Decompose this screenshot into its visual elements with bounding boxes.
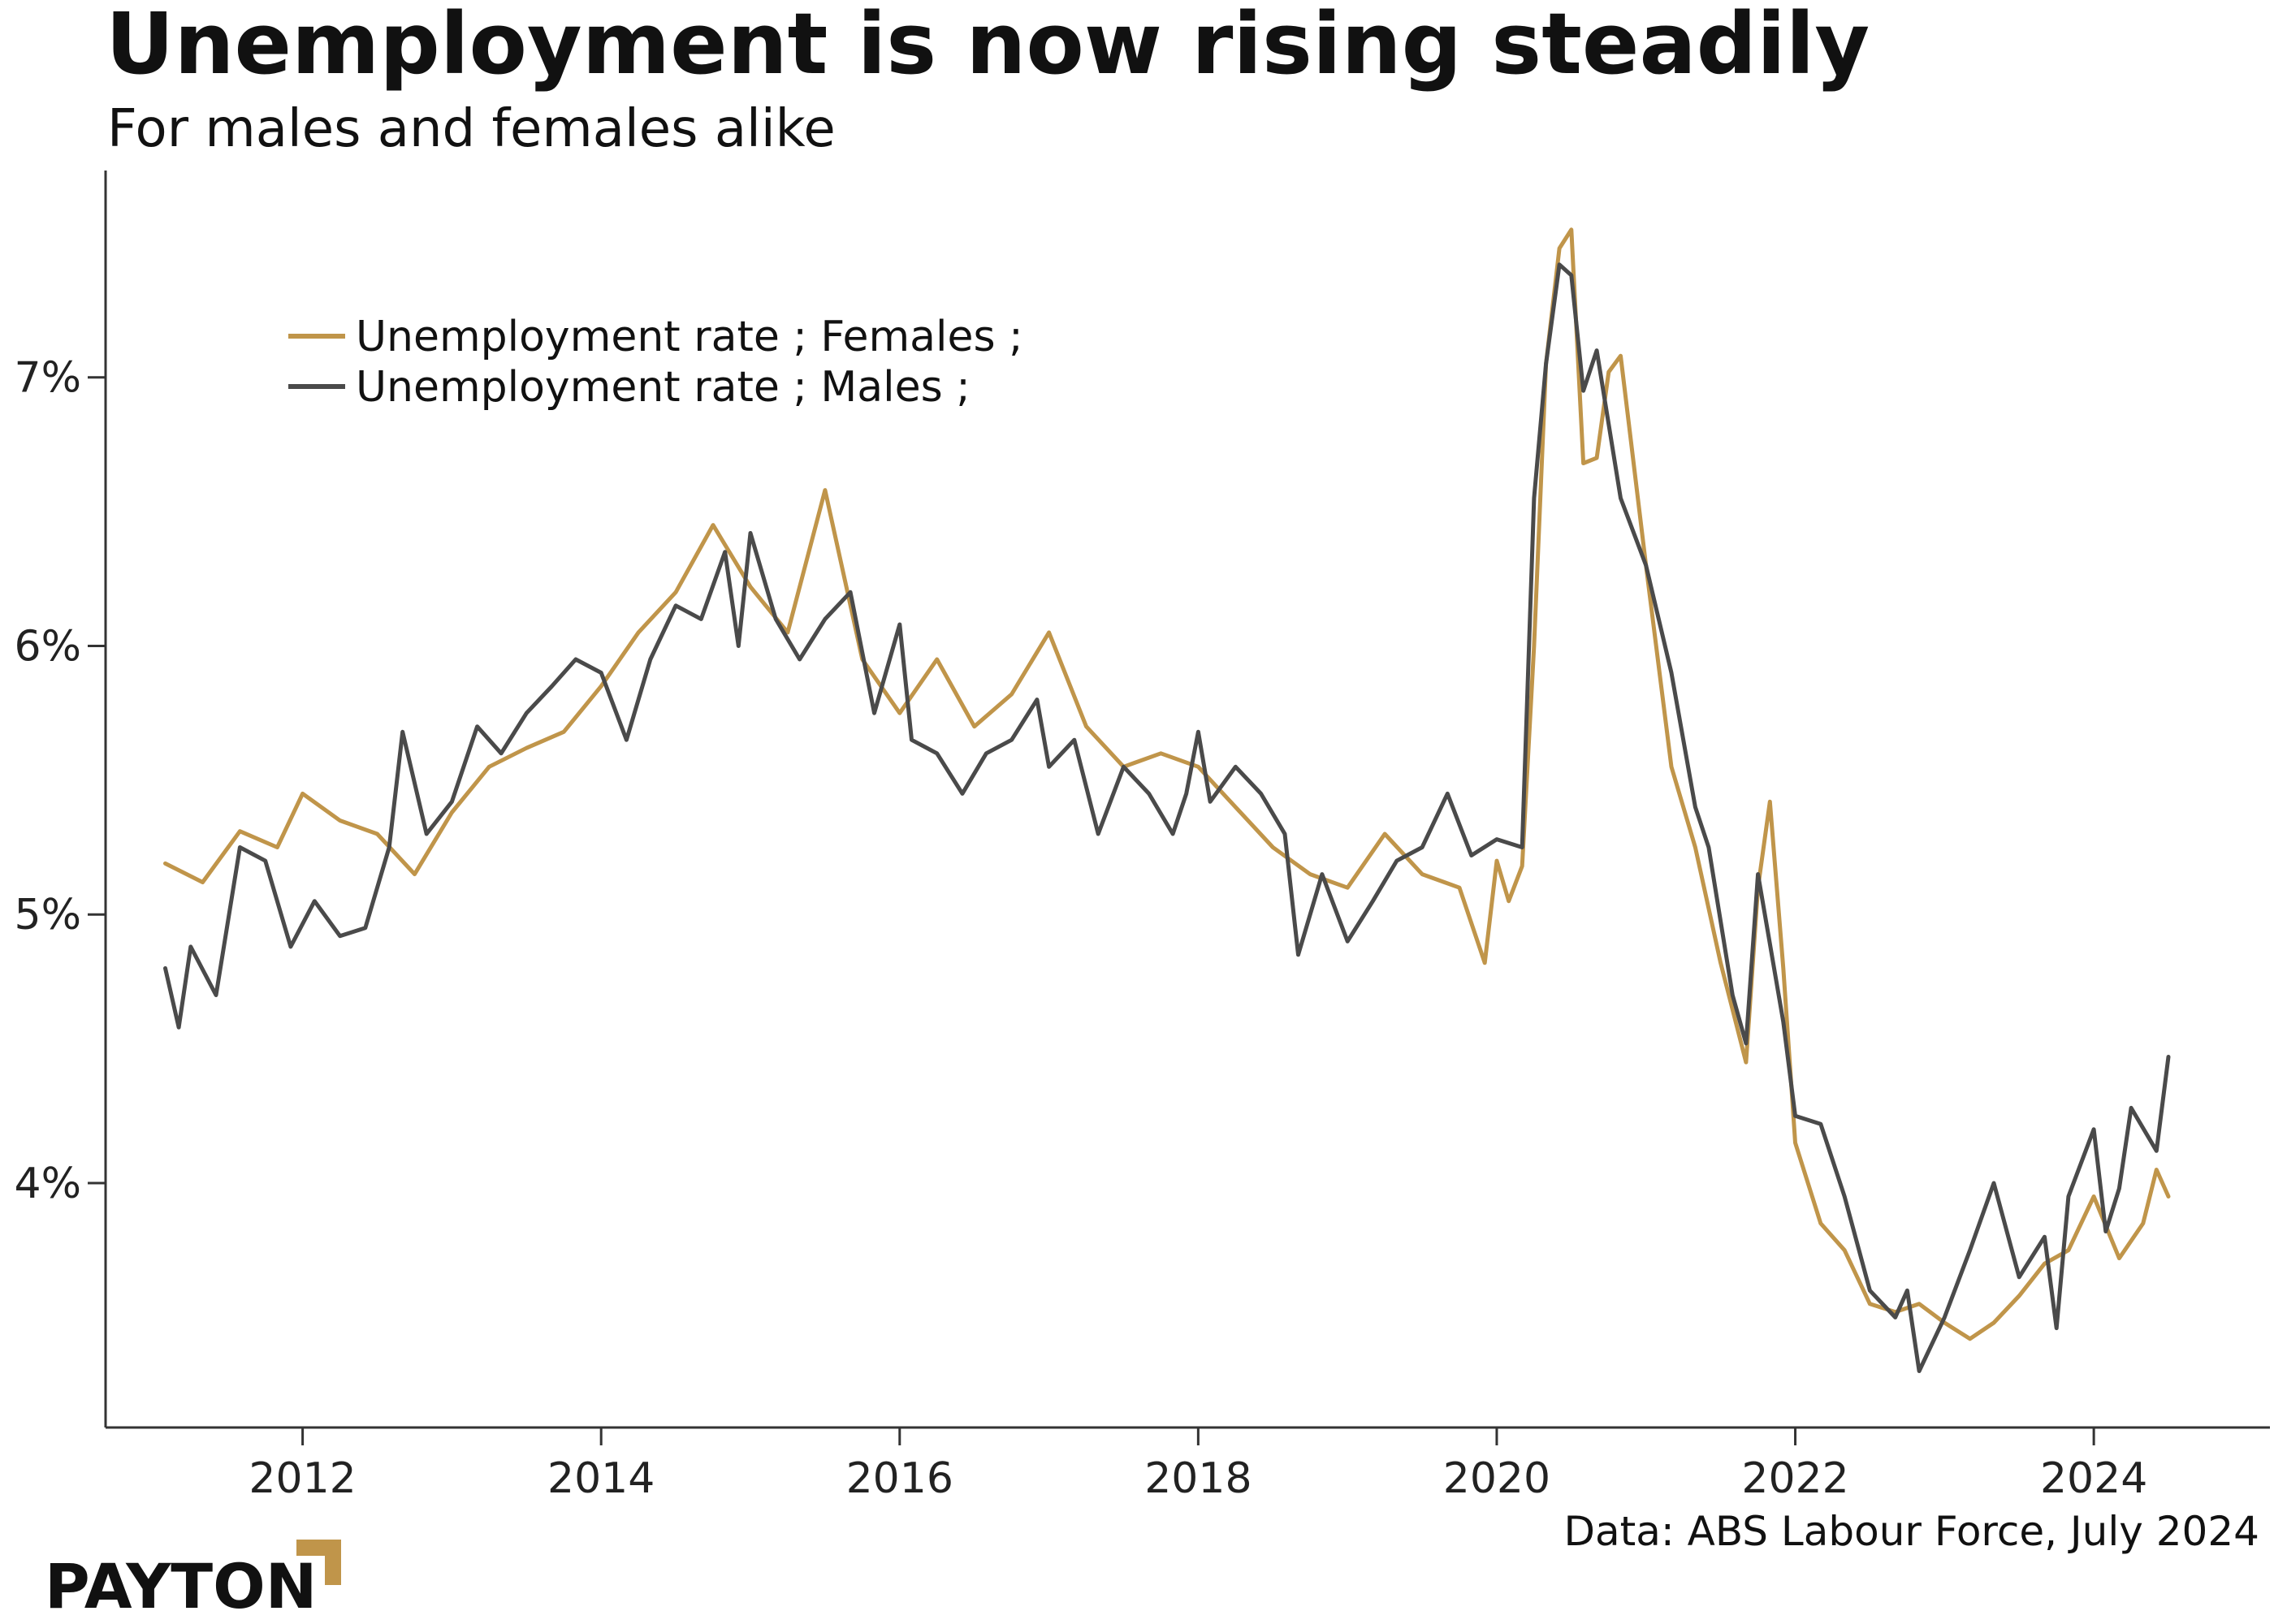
logo-accent-shape <box>296 1540 341 1585</box>
series-line-males <box>163 262 2171 1373</box>
source-note: Data: ABS Labour Force, July 2024 <box>1564 1508 2259 1555</box>
y-tick-label: 6% <box>15 622 82 671</box>
x-tick-label: 2018 <box>1144 1454 1252 1503</box>
y-tick-label: 7% <box>15 354 82 403</box>
x-tick-label: 2022 <box>1741 1454 1848 1503</box>
axes <box>104 171 2270 1429</box>
x-tick-label: 2024 <box>2040 1454 2147 1503</box>
x-tick-label: 2016 <box>846 1454 953 1503</box>
legend-label-males: Unemployment rate ; Males ; <box>356 363 971 412</box>
series-line-females <box>163 227 2171 1341</box>
x-tick-label: 2012 <box>249 1454 356 1503</box>
payton-logo: PAYTON <box>45 1540 341 1622</box>
y-tick-label: 5% <box>15 891 82 939</box>
legend-label-females: Unemployment rate ; Females ; <box>356 313 1023 361</box>
series-lines <box>163 227 2171 1373</box>
x-tick-label: 2014 <box>547 1454 655 1503</box>
logo-wordmark: PAYTON <box>45 1550 317 1622</box>
legend: Unemployment rate ; Females ; Unemployme… <box>288 313 1023 412</box>
chart-subtitle: For males and females alike <box>107 99 836 159</box>
x-tick-label: 2020 <box>1443 1454 1550 1503</box>
x-ticks: 2012 2014 2016 2018 2020 2022 2024 <box>249 1427 2147 1503</box>
y-tick-label: 4% <box>15 1160 82 1208</box>
y-ticks: 4% 5% 6% 7% <box>15 354 106 1208</box>
chart-title: Unemployment is now rising steadily <box>106 0 1870 93</box>
